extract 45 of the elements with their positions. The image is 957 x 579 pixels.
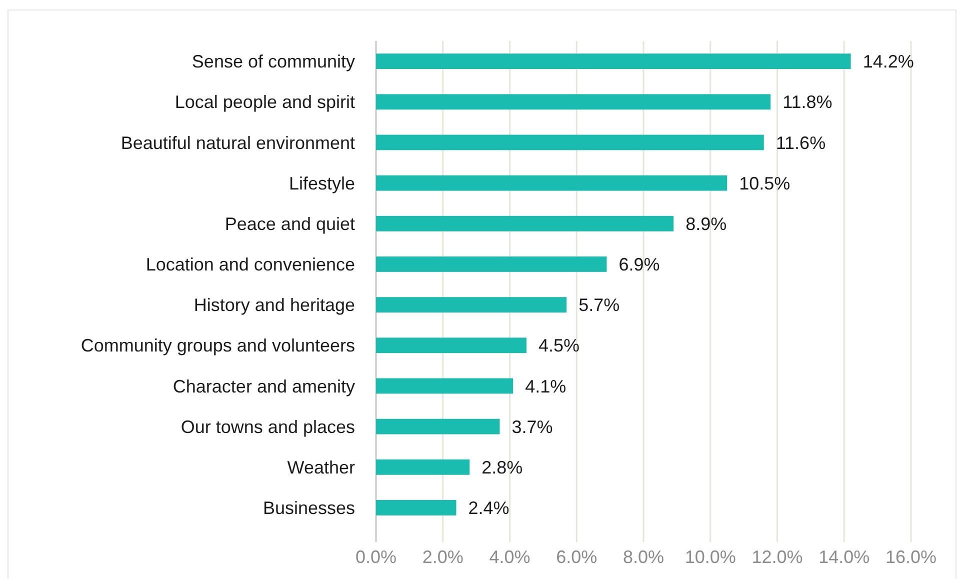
y-tick-label: Community groups and volunteers: [80, 336, 355, 356]
y-tick-label: Character and amenity: [172, 376, 355, 396]
bar: [376, 216, 674, 232]
bar: [376, 459, 470, 475]
x-tick-label: 6.0%: [556, 547, 598, 567]
bar: [376, 418, 500, 434]
x-tick-label: 4.0%: [489, 547, 530, 567]
y-tick-label: Beautiful natural environment: [120, 132, 355, 153]
data-label: 6.9%: [618, 254, 660, 275]
data-label: 5.7%: [578, 295, 620, 316]
y-tick-label: Lifestyle: [288, 173, 355, 194]
x-tick-label: 0.0%: [355, 547, 397, 567]
x-tick-label: 2.0%: [422, 547, 464, 567]
data-label: 11.8%: [782, 92, 832, 112]
y-tick-label: Weather: [287, 457, 356, 478]
data-label: 11.6%: [776, 132, 826, 153]
bar: [376, 175, 728, 191]
x-tick-label: 8.0%: [622, 547, 664, 567]
x-tick-label: 12.0%: [752, 547, 803, 567]
data-label: 2.4%: [468, 498, 510, 518]
y-tick-label: Our towns and places: [180, 416, 355, 437]
bar: [376, 297, 567, 313]
data-label: 10.5%: [739, 173, 790, 194]
data-label: 2.8%: [482, 457, 523, 478]
y-tick-label: Location and convenience: [146, 254, 355, 275]
bar: [376, 500, 456, 516]
y-tick-label: Local people and spirit: [174, 92, 355, 112]
bar: [376, 54, 851, 70]
data-label: 14.2%: [862, 52, 914, 72]
bar: [376, 134, 764, 150]
y-tick-label: Sense of community: [192, 52, 355, 72]
x-tick-label: 14.0%: [818, 547, 870, 567]
x-tick-label: 10.0%: [684, 547, 736, 567]
bar: [376, 94, 771, 110]
data-label: 4.5%: [538, 336, 580, 356]
y-tick-label: Peace and quiet: [224, 214, 355, 234]
bar: [376, 256, 607, 272]
data-label: 3.7%: [512, 416, 553, 437]
data-label: 4.1%: [525, 376, 566, 396]
x-tick-label: 16.0%: [885, 547, 937, 567]
y-tick-label: Businesses: [262, 498, 355, 518]
data-label: 8.9%: [686, 214, 727, 234]
y-tick-label: History and heritage: [194, 295, 355, 316]
bar: [376, 378, 514, 394]
bar: [376, 338, 526, 354]
